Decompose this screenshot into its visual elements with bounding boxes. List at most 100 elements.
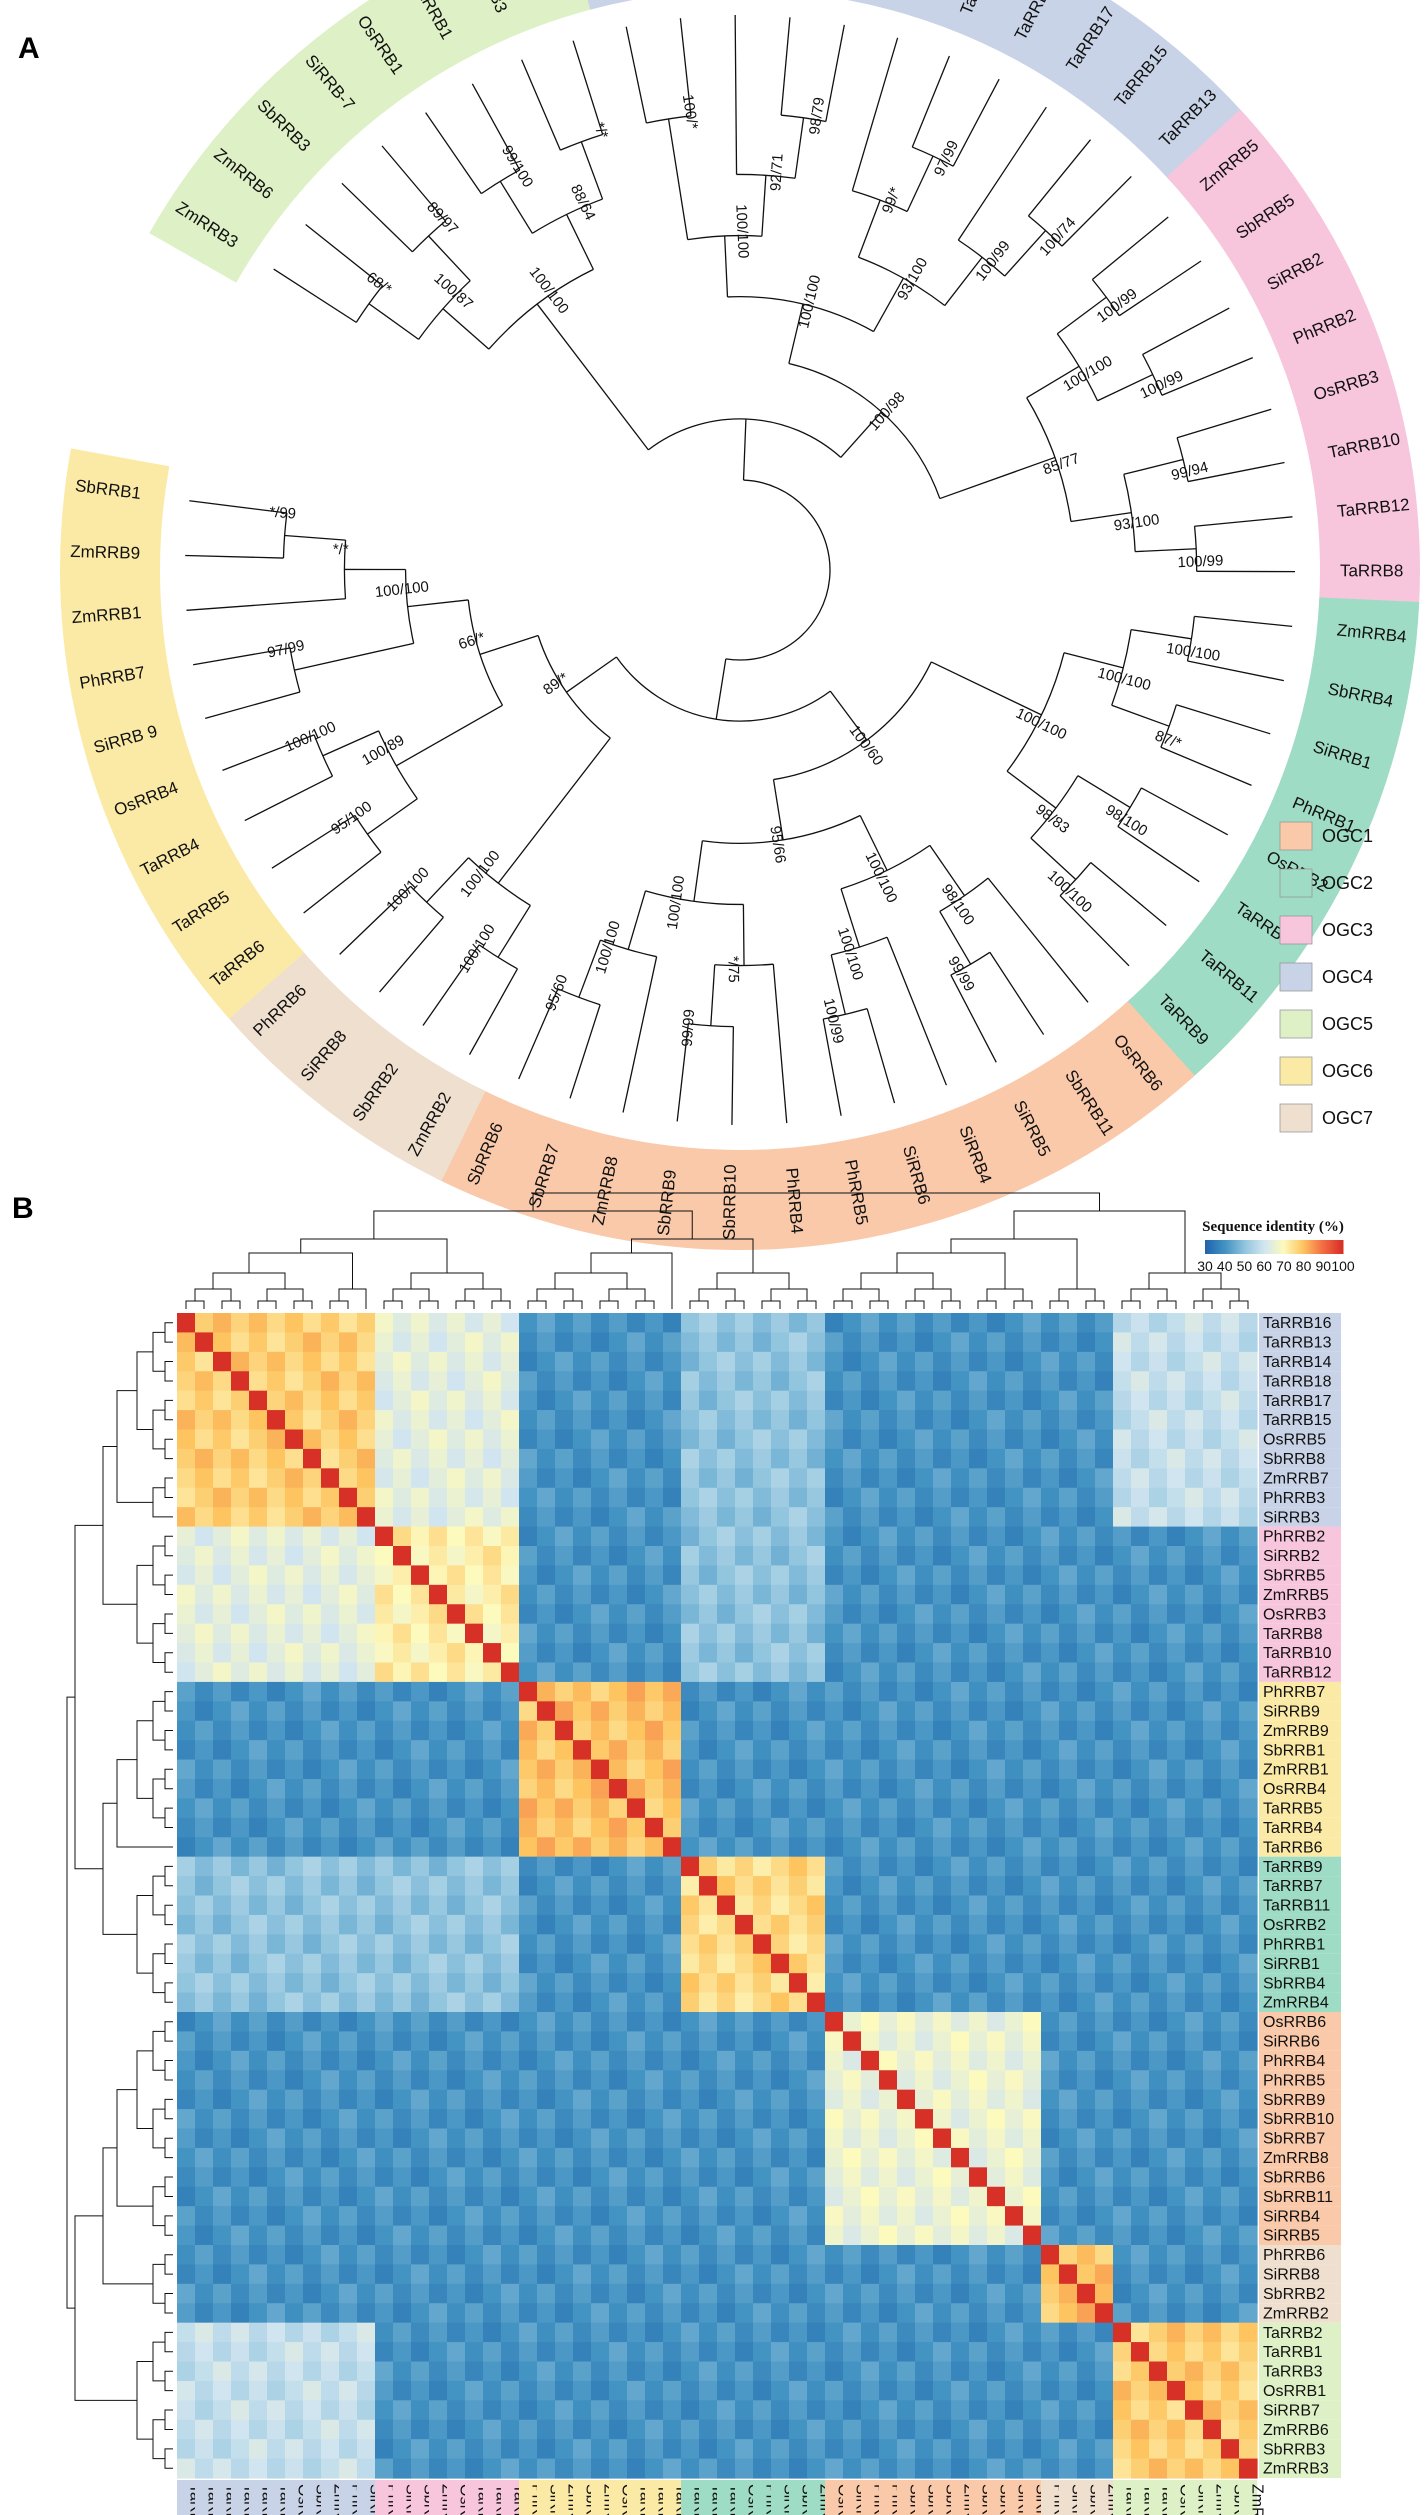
heatmap-cell xyxy=(609,2147,628,2168)
heatmap-cell xyxy=(879,1662,898,1683)
heatmap-cell xyxy=(357,1914,376,1935)
heatmap-cell xyxy=(1221,2109,1240,2130)
heatmap-cell xyxy=(969,1448,988,1469)
heatmap-cell xyxy=(447,1740,466,1761)
heatmap-cell xyxy=(267,1837,286,1858)
heatmap-cell xyxy=(267,2264,286,2285)
colorbar-step xyxy=(1277,1240,1281,1254)
heatmap-cell xyxy=(177,2380,196,2401)
col-label-bg xyxy=(249,2480,267,2515)
heatmap-cell xyxy=(681,1604,700,1625)
heatmap-cell xyxy=(969,2225,988,2246)
heatmap-cell xyxy=(645,2303,664,2324)
heatmap-cell xyxy=(1113,1740,1132,1761)
heatmap-cell xyxy=(663,2264,682,2285)
row-label-bg xyxy=(1259,2264,1341,2284)
heatmap-cell xyxy=(771,2167,790,2188)
heatmap-cell xyxy=(339,1914,358,1935)
heatmap-cell xyxy=(843,1546,862,1567)
heatmap-cell xyxy=(573,2400,592,2421)
heatmap-cell xyxy=(735,1953,754,1974)
heatmap-cell xyxy=(1005,2322,1024,2343)
heatmap-cell xyxy=(1077,2303,1096,2324)
heatmap-cell xyxy=(825,1914,844,1935)
heatmap-cell xyxy=(411,1390,430,1411)
heatmap-cell xyxy=(357,2031,376,2052)
heatmap-cell xyxy=(1023,1565,1042,1586)
heatmap-cell xyxy=(681,1643,700,1664)
heatmap-cell xyxy=(663,2303,682,2324)
heatmap-cell xyxy=(1041,2245,1060,2266)
heatmap-cell xyxy=(1131,1876,1150,1897)
heatmap-cell xyxy=(717,2031,736,2052)
heatmap-cell xyxy=(249,2070,268,2091)
heatmap-cell xyxy=(555,1876,574,1897)
heatmap-cell xyxy=(1203,1332,1222,1353)
heatmap-cell xyxy=(1059,2245,1078,2266)
heatmap-cell xyxy=(1095,2400,1114,2421)
heatmap-cell xyxy=(843,1623,862,1644)
heatmap-cell xyxy=(681,1973,700,1994)
heatmap-cell xyxy=(915,2186,934,2207)
heatmap-cell xyxy=(1077,1313,1096,1334)
heatmap-cell xyxy=(627,1701,646,1722)
col-label-bg xyxy=(1113,2480,1131,2515)
heatmap-cell xyxy=(987,2380,1006,2401)
heatmap-cell xyxy=(1095,2070,1114,2091)
heatmap-cell xyxy=(1221,1390,1240,1411)
heatmap-cell xyxy=(519,2012,538,2033)
heatmap-cell xyxy=(771,2400,790,2421)
heatmap-cell xyxy=(681,1992,700,2013)
heatmap-cell xyxy=(375,1817,394,1838)
heatmap-cell xyxy=(663,2380,682,2401)
heatmap-cell xyxy=(537,1429,556,1450)
branch-arc xyxy=(404,569,415,644)
heatmap-cell xyxy=(195,1526,214,1547)
heatmap-cell xyxy=(1077,2109,1096,2130)
heatmap-cell xyxy=(897,2400,916,2421)
heatmap-cell xyxy=(735,1643,754,1664)
heatmap-cell xyxy=(681,1410,700,1431)
heatmap-cell xyxy=(1113,1643,1132,1664)
heatmap-cell xyxy=(1203,2245,1222,2266)
heatmap-cell xyxy=(195,2050,214,2071)
heatmap-cell xyxy=(357,2322,376,2343)
heatmap-cell xyxy=(771,1662,790,1683)
heatmap-cell xyxy=(375,2089,394,2110)
heatmap-cell xyxy=(1239,1643,1258,1664)
heatmap-cell xyxy=(249,2206,268,2227)
heatmap-cell xyxy=(447,1992,466,2013)
heatmap-cell xyxy=(1113,1313,1132,1334)
heatmap-cell xyxy=(1041,2400,1060,2421)
heatmap-cell xyxy=(735,2439,754,2460)
heatmap-cell xyxy=(825,2283,844,2304)
colorbar-tick: 30 xyxy=(1197,1258,1213,1274)
heatmap-cell xyxy=(1149,2031,1168,2052)
heatmap-cell xyxy=(987,1681,1006,1702)
heatmap-cell xyxy=(375,1332,394,1353)
heatmap-cell xyxy=(537,1390,556,1411)
heatmap-cell xyxy=(771,1876,790,1897)
heatmap-cell xyxy=(285,1448,304,1469)
dendro-link xyxy=(532,1192,1100,1211)
heatmap-cell xyxy=(663,2167,682,2188)
heatmap-cell xyxy=(789,1759,808,1780)
heatmap-cell xyxy=(339,2050,358,2071)
heatmap-cell xyxy=(951,1914,970,1935)
heatmap-cell xyxy=(447,2186,466,2207)
heatmap-cell xyxy=(483,1817,502,1838)
heatmap-cell xyxy=(951,1313,970,1334)
heatmap-cell xyxy=(735,1584,754,1605)
heatmap-cell xyxy=(1239,2322,1258,2343)
heatmap-cell xyxy=(195,1623,214,1644)
heatmap-cell xyxy=(897,2128,916,2149)
heatmap-cell xyxy=(429,2031,448,2052)
heatmap-cell xyxy=(429,1817,448,1838)
heatmap-cell xyxy=(951,1759,970,1780)
heatmap-cell xyxy=(969,2186,988,2207)
heatmap-cell xyxy=(699,1429,718,1450)
bootstrap-label: */99 xyxy=(269,504,297,523)
heatmap-cell xyxy=(519,1876,538,1897)
heatmap-cell xyxy=(1059,2186,1078,2207)
heatmap-cell xyxy=(465,2128,484,2149)
